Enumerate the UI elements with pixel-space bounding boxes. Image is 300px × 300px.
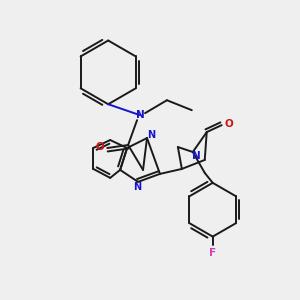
Text: O: O xyxy=(224,119,233,129)
Text: N: N xyxy=(136,110,144,120)
Text: O: O xyxy=(96,142,105,152)
Text: N: N xyxy=(192,151,201,161)
Text: F: F xyxy=(209,248,216,257)
Text: N: N xyxy=(147,130,155,140)
Text: N: N xyxy=(133,182,141,192)
